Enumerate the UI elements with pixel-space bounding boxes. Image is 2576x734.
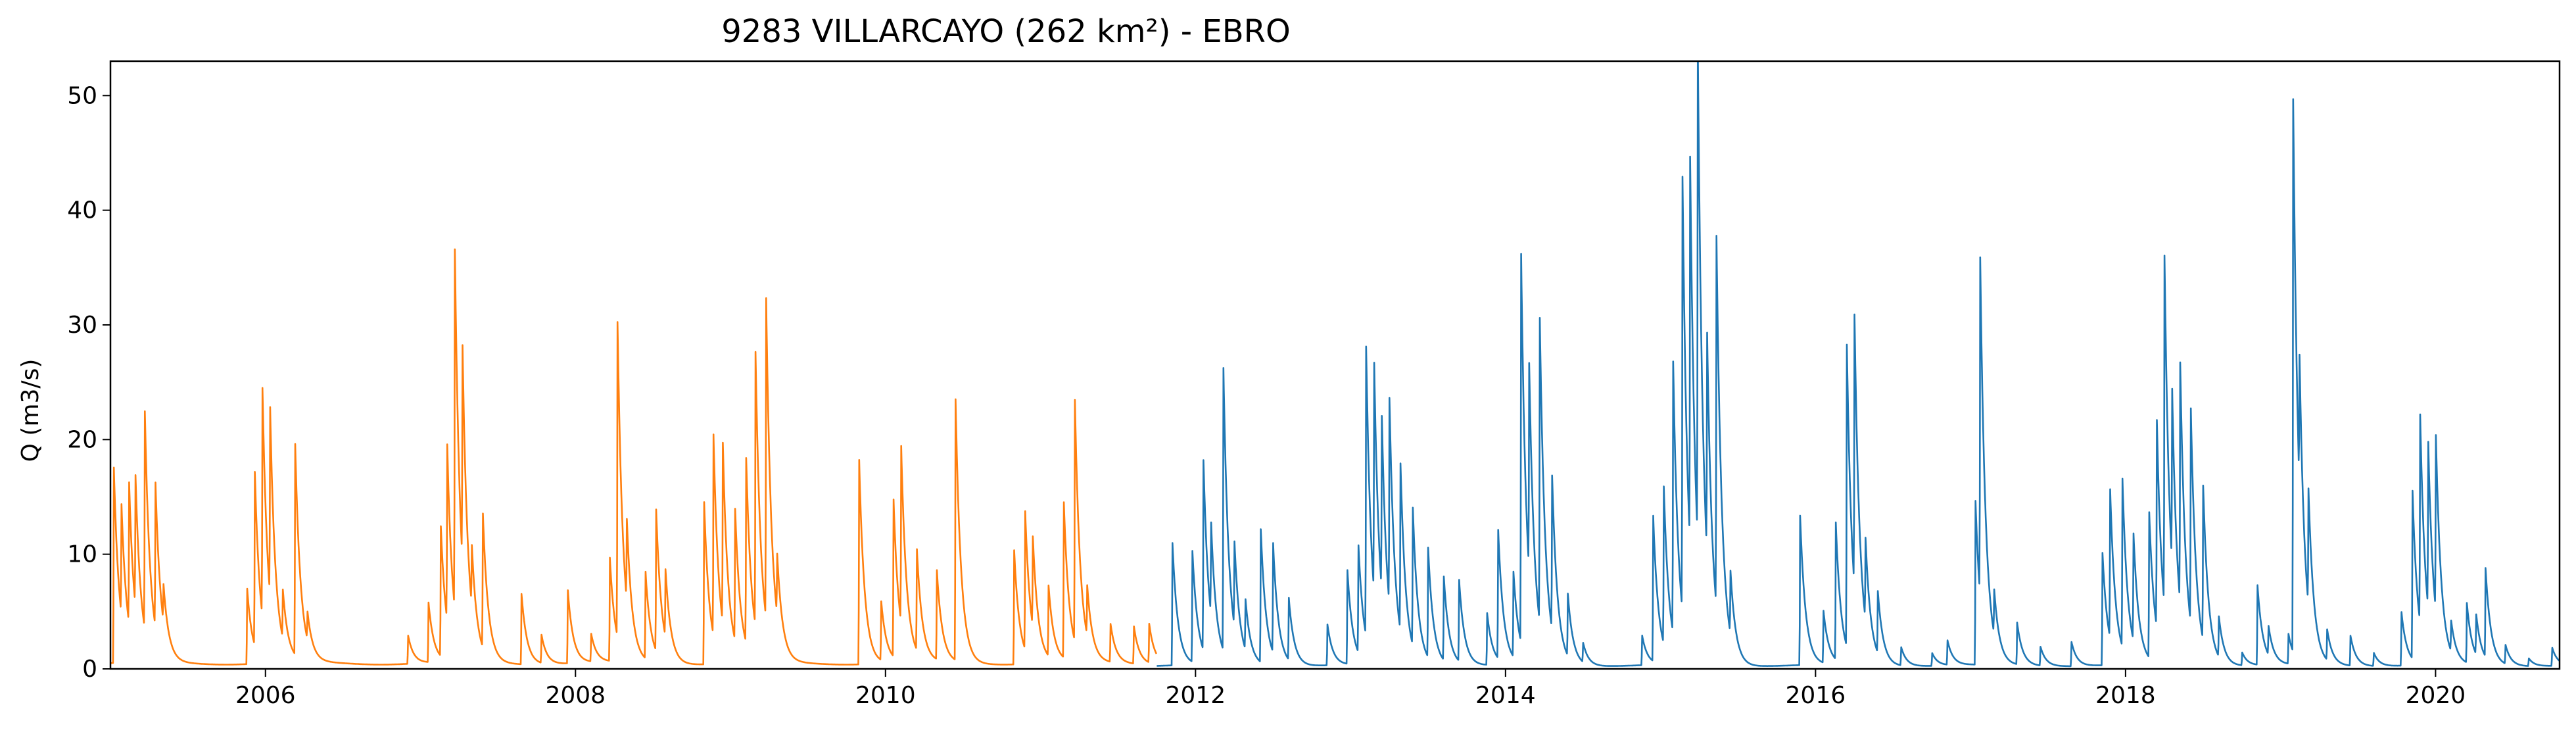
- y-tick-label: 20: [67, 426, 97, 453]
- y-tick-label: 40: [67, 197, 97, 224]
- y-tick-label: 10: [67, 541, 97, 568]
- x-tick-label: 2008: [545, 682, 606, 709]
- y-tick-label: 30: [67, 312, 97, 339]
- series-layer: [110, 61, 2560, 668]
- series-line-2: [1156, 61, 2560, 668]
- y-tick-label: 0: [82, 656, 97, 683]
- y-tick-label: 50: [67, 82, 97, 109]
- series-line-1: [110, 248, 1158, 666]
- x-axis-ticks: 2006 2008 2010 2012 2014 2016 2018 2020: [235, 669, 2466, 709]
- x-tick-label: 2010: [855, 682, 916, 709]
- x-tick-label: 2012: [1166, 682, 1226, 709]
- x-tick-label: 2006: [235, 682, 296, 709]
- plot-frame: [109, 60, 2561, 670]
- x-tick-label: 2016: [1786, 682, 1846, 709]
- y-axis-label: Q (m3/s): [17, 359, 44, 462]
- x-tick-label: 2014: [1475, 682, 1536, 709]
- chart-title: 9283 VILLARCAYO (262 km²) - EBRO: [721, 13, 1291, 50]
- x-tick-label: 2020: [2406, 682, 2466, 709]
- y-axis-ticks: 0 10 20 30 40 50: [67, 82, 110, 683]
- x-tick-label: 2018: [2095, 682, 2156, 709]
